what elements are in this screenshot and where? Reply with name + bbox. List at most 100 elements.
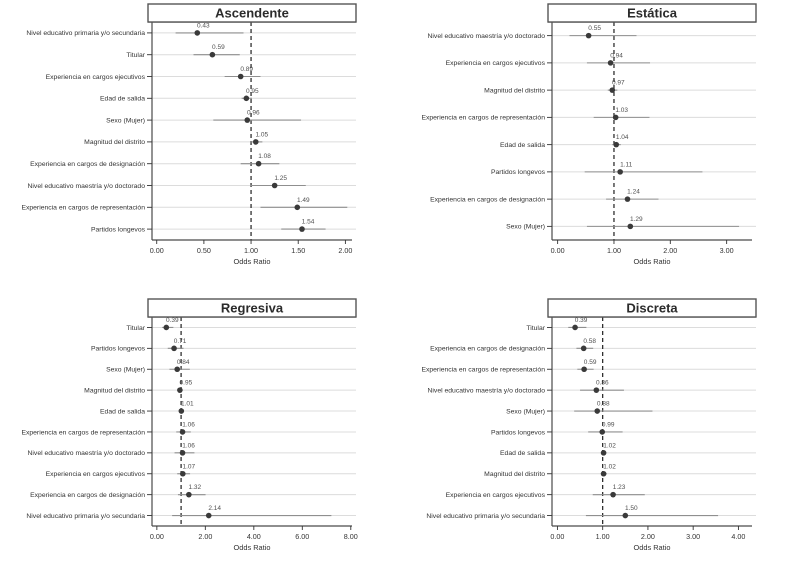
- y-axis-label: Experiencia en cargos de designación: [430, 196, 545, 203]
- forest-plot-discreta: 0.39 Titular 0.58 Experiencia en cargos de …: [421, 298, 757, 552]
- odds-ratio-point: [607, 60, 614, 66]
- x-tick-label: 2.00: [663, 246, 677, 255]
- or-value-label: 1.50: [625, 505, 638, 512]
- or-value-label: 0.43: [197, 22, 210, 29]
- y-axis-label: Nivel educativo primaria y/o secundaria: [26, 30, 145, 37]
- odds-ratio-point: [243, 95, 250, 102]
- y-axis-label: Experiencia en cargos ejecutivos: [446, 492, 546, 499]
- x-tick-label: 1.00: [596, 532, 610, 541]
- x-tick-label: 1.00: [607, 246, 621, 255]
- y-axis-label: Magnitud del distrito: [484, 87, 545, 94]
- y-axis-label: Edad de salida: [100, 408, 145, 415]
- x-tick-label: 0.00: [150, 532, 164, 541]
- or-value-label: 0.95: [246, 88, 259, 95]
- x-tick-label: 1.50: [291, 246, 305, 255]
- odds-ratio-point: [205, 512, 212, 519]
- forest-plot-ascendente: 0.43 Nivel educativo primaria y/o secunda…: [21, 3, 357, 266]
- or-value-label: 1.25: [274, 175, 287, 182]
- chart-title: Regresiva: [221, 301, 284, 316]
- x-axis-title: Odds Ratio: [634, 543, 671, 552]
- chart-title: Ascendente: [215, 6, 289, 21]
- or-value-label: 0.71: [174, 338, 187, 345]
- or-value-label: 0.55: [588, 25, 601, 32]
- x-tick-label: 4.00: [247, 532, 261, 541]
- odds-ratio-point: [171, 345, 177, 352]
- odds-ratio-point: [581, 366, 587, 373]
- y-axis-label: Nivel educativo primaria y/o secundaria: [426, 513, 545, 520]
- chart-title-box: [147, 3, 357, 23]
- odds-ratio-point: [237, 73, 244, 80]
- odds-ratio-point: [299, 226, 305, 232]
- y-axis-label: Edad de salida: [500, 450, 545, 457]
- odds-ratio-point: [610, 491, 616, 498]
- odds-ratio-point: [613, 141, 620, 148]
- or-value-label: 2.14: [208, 505, 221, 512]
- odds-ratio-point: [593, 387, 600, 393]
- y-axis-label: Nivel educativo maestría y/o doctorado: [28, 450, 146, 457]
- or-value-label: 1.24: [627, 189, 640, 196]
- y-axis-label: Nivel educativo primaria y/o secundaria: [26, 513, 145, 520]
- odds-ratio-point: [612, 114, 619, 121]
- y-axis-label: Sexo (Mujer): [106, 367, 145, 374]
- chart-title-box: [147, 298, 357, 318]
- y-axis-label: Experiencia en cargos de designación: [430, 346, 545, 353]
- or-value-label: 1.07: [182, 463, 195, 470]
- chart-ascendente: 0.43 Nivel educativo primaria y/o secunda…: [0, 0, 400, 285]
- y-axis-label: Nivel educativo maestría y/o doctorado: [28, 183, 146, 190]
- or-value-label: 1.29: [630, 216, 643, 223]
- odds-ratio-point: [178, 408, 185, 414]
- odds-ratio-point: [600, 450, 607, 456]
- odds-ratio-point: [594, 408, 601, 414]
- odds-ratio-point: [209, 51, 216, 58]
- odds-ratio-point: [609, 87, 616, 93]
- or-value-label: 1.23: [613, 484, 626, 491]
- or-value-label: 1.06: [182, 442, 195, 449]
- y-axis-label: Experiencia en cargos de representación: [21, 429, 145, 436]
- or-value-label: 0.97: [612, 80, 625, 87]
- or-value-label: 1.01: [181, 401, 194, 408]
- y-axis-label: Nivel educativo maestría y/o doctorado: [428, 387, 546, 394]
- y-axis-label: Experiencia en cargos ejecutivos: [46, 74, 146, 81]
- or-value-label: 0.99: [602, 421, 615, 428]
- or-value-label: 0.84: [177, 359, 190, 366]
- x-tick-label: 0.00: [551, 246, 565, 255]
- odds-ratio-point: [580, 345, 587, 352]
- x-tick-label: 0.50: [197, 246, 211, 255]
- y-axis-label: Experiencia en cargos de designación: [30, 492, 145, 499]
- odds-ratio-point: [627, 223, 634, 230]
- or-value-label: 1.04: [616, 134, 629, 141]
- x-tick-label: 2.00: [641, 532, 655, 541]
- or-value-label: 0.89: [240, 66, 253, 73]
- x-tick-label: 1.00: [244, 246, 258, 255]
- odds-ratio-point: [572, 324, 578, 331]
- y-axis-label: Partidos longevos: [491, 169, 546, 176]
- y-axis-label: Experiencia en cargos ejecutivos: [46, 471, 146, 478]
- y-axis-label: Experiencia en cargos de representación: [421, 367, 545, 374]
- or-value-label: 0.95: [180, 380, 193, 387]
- x-tick-label: 3.00: [720, 246, 734, 255]
- y-axis-label: Titular: [126, 52, 145, 59]
- y-axis-label: Experiencia en cargos de representación: [421, 115, 545, 122]
- y-axis-label: Sexo (Mujer): [506, 224, 545, 231]
- odds-ratio-point: [179, 429, 186, 435]
- y-axis-label: Edad de salida: [100, 96, 145, 103]
- x-tick-label: 0.00: [550, 532, 564, 541]
- or-value-label: 0.94: [610, 52, 623, 59]
- or-value-label: 0.39: [166, 317, 179, 324]
- chart-title-box: [547, 298, 757, 318]
- y-axis-label: Edad de salida: [500, 142, 545, 149]
- chart-title: Estática: [627, 6, 678, 21]
- or-value-label: 0.86: [596, 380, 609, 387]
- x-tick-label: 8.00: [344, 532, 358, 541]
- or-value-label: 0.58: [583, 338, 596, 345]
- y-axis-label: Sexo (Mujer): [506, 408, 545, 415]
- y-axis-label: Titular: [126, 325, 145, 332]
- odds-ratio-point: [624, 196, 631, 202]
- y-axis-label: Sexo (Mujer): [106, 117, 145, 124]
- x-tick-label: 3.00: [686, 532, 700, 541]
- or-value-label: 1.54: [302, 219, 315, 226]
- or-value-label: 1.11: [620, 161, 633, 168]
- odds-ratio-point: [252, 139, 259, 145]
- y-axis-label: Partidos longevos: [91, 226, 146, 233]
